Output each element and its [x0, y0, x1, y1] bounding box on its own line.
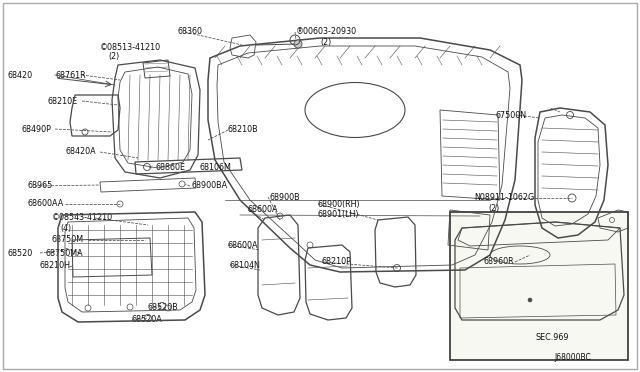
Text: (4): (4) — [60, 224, 71, 232]
Text: 68900BA: 68900BA — [192, 182, 228, 190]
Text: 68600A: 68600A — [228, 241, 259, 250]
Text: 68960R: 68960R — [484, 257, 515, 266]
Text: ®00603-20930: ®00603-20930 — [296, 28, 357, 36]
Text: 68750M: 68750M — [52, 235, 84, 244]
Text: 68210H: 68210H — [40, 262, 71, 270]
Text: N08911-1062G: N08911-1062G — [474, 193, 534, 202]
Text: 68860E: 68860E — [155, 164, 185, 173]
Text: 68490P: 68490P — [22, 125, 52, 134]
Text: 68210P: 68210P — [322, 257, 352, 266]
Text: 68761R: 68761R — [55, 71, 86, 80]
Text: 68520A: 68520A — [132, 315, 163, 324]
Text: 68520B: 68520B — [148, 304, 179, 312]
Text: 68600AA: 68600AA — [28, 199, 64, 208]
Text: 68420A: 68420A — [65, 148, 95, 157]
Text: (2): (2) — [108, 52, 119, 61]
Text: 67500N: 67500N — [496, 110, 527, 119]
Circle shape — [528, 298, 532, 302]
Text: 68210B: 68210B — [228, 125, 259, 135]
Text: 68210E: 68210E — [48, 96, 78, 106]
Text: 68965: 68965 — [28, 182, 53, 190]
Text: ©08543-41210: ©08543-41210 — [52, 214, 113, 222]
Text: 68900B: 68900B — [270, 192, 301, 202]
Text: ©08513-41210: ©08513-41210 — [100, 42, 161, 51]
Text: (2): (2) — [320, 38, 332, 48]
Text: 68901(LH): 68901(LH) — [318, 209, 360, 218]
Circle shape — [294, 40, 302, 48]
Text: (2): (2) — [488, 203, 499, 212]
Text: J68000BC: J68000BC — [554, 353, 591, 362]
Text: 68600A: 68600A — [248, 205, 278, 215]
Text: 68106M: 68106M — [200, 164, 232, 173]
Text: 68360: 68360 — [178, 28, 203, 36]
Text: SEC.969: SEC.969 — [535, 334, 568, 343]
Text: 68900(RH): 68900(RH) — [318, 199, 360, 208]
Text: 68104N: 68104N — [230, 260, 261, 269]
Bar — [450, 212, 628, 360]
Text: 68420: 68420 — [8, 71, 33, 80]
Text: 68750MA: 68750MA — [45, 248, 83, 257]
Text: 68520: 68520 — [8, 248, 33, 257]
